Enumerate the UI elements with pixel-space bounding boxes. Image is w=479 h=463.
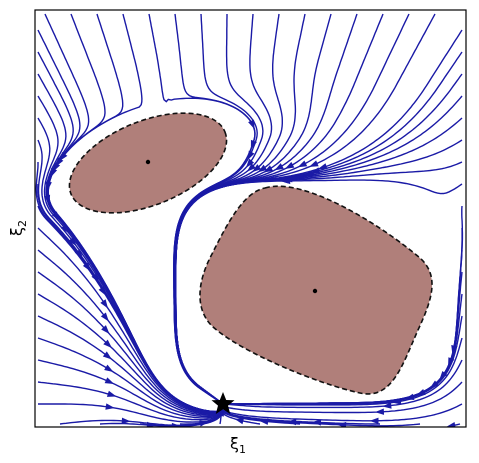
streamline xyxy=(37,227,224,414)
y-axis-label: ξ2 xyxy=(7,220,29,236)
streamline-arrow xyxy=(259,418,269,425)
streamline xyxy=(37,337,223,418)
streamline xyxy=(37,381,223,421)
streamline-arrows xyxy=(43,119,458,427)
ellipse-center-marker xyxy=(145,159,151,165)
streamline-arrow xyxy=(252,164,262,173)
streamline-arrow xyxy=(82,262,91,272)
streamline-arrow xyxy=(287,174,297,182)
streamline-arrow xyxy=(303,170,314,177)
streamline xyxy=(37,205,223,413)
streamline-arrow xyxy=(104,377,115,384)
streamline-arrow xyxy=(100,312,109,322)
streamline-arrow xyxy=(247,150,255,161)
streamline-arrow xyxy=(60,224,69,234)
streamline-arrow xyxy=(448,357,455,367)
streamline-arrow xyxy=(382,402,392,409)
streamline-arrow xyxy=(281,177,291,185)
streamline xyxy=(38,403,223,423)
streamline-arrow xyxy=(104,364,114,373)
streamline-arrow xyxy=(246,163,256,172)
streamline-arrow xyxy=(369,417,379,424)
streamline xyxy=(222,403,463,422)
plot-area xyxy=(35,10,466,427)
streamline-arrow xyxy=(416,389,426,396)
streamline-arrow xyxy=(45,181,52,191)
streamline xyxy=(175,179,463,403)
rounded-rectangle-obstacle xyxy=(199,185,433,395)
streamline xyxy=(37,249,223,414)
streamline xyxy=(37,315,223,417)
streamline-arrow xyxy=(68,236,77,247)
streamline-arrow xyxy=(103,339,113,349)
streamline xyxy=(226,381,463,414)
streamline xyxy=(228,359,463,409)
streamline-arrow xyxy=(257,164,268,173)
streamline-arrow xyxy=(404,393,415,400)
streamline-arrow xyxy=(105,403,115,410)
streamline-arrow xyxy=(297,160,308,168)
streamline-arrow xyxy=(50,167,58,178)
streamline-arrow xyxy=(102,351,112,360)
streamline-arrow xyxy=(250,139,257,150)
streamline-arrow xyxy=(429,380,439,389)
streamline-arrow xyxy=(391,398,402,405)
ellipse-obstacle xyxy=(68,112,228,214)
streamline-arrow xyxy=(263,165,274,173)
streamline-arrow xyxy=(248,119,255,130)
streamline xyxy=(225,337,463,406)
streamline-arrow xyxy=(91,273,100,283)
streamline-arrow xyxy=(43,194,51,205)
streamline-arrow xyxy=(310,167,321,174)
rectangle-center-marker xyxy=(312,288,318,294)
streamline-arrow xyxy=(51,211,61,221)
streamline xyxy=(227,315,463,405)
streamline-arrow xyxy=(59,151,68,162)
streamline xyxy=(37,271,223,415)
streamline xyxy=(37,359,223,419)
streamline xyxy=(220,407,380,425)
streamline-arrow xyxy=(74,248,83,259)
streamline-arrow xyxy=(294,173,305,180)
streamline-arrow xyxy=(284,161,295,169)
plot-frame xyxy=(34,9,467,428)
streamline-arrow xyxy=(53,162,61,172)
streamline-arrow xyxy=(121,417,131,424)
streamline-arrow xyxy=(287,418,297,426)
streamline-arrow xyxy=(106,390,117,397)
streamline-arrow xyxy=(309,160,319,167)
streamlines xyxy=(35,13,464,427)
streamline xyxy=(37,293,224,416)
streamline-arrow xyxy=(451,344,458,355)
streamline-arrow xyxy=(234,418,245,425)
attractor-star xyxy=(211,392,235,414)
streamline-arrow xyxy=(199,420,209,427)
streamline-arrow xyxy=(245,158,255,168)
streamline-arrow xyxy=(374,408,385,415)
streamline-arrow xyxy=(274,163,284,171)
x-axis-label: ξ1 xyxy=(230,434,246,456)
streamline-arrow xyxy=(439,370,448,381)
streamline-arrow xyxy=(317,163,328,170)
streamline-arrow xyxy=(100,299,109,309)
streamline-arrow xyxy=(312,419,322,426)
streamline-arrow xyxy=(171,422,181,427)
streamline-arrow xyxy=(98,286,107,296)
streamline-arrow xyxy=(101,325,110,335)
